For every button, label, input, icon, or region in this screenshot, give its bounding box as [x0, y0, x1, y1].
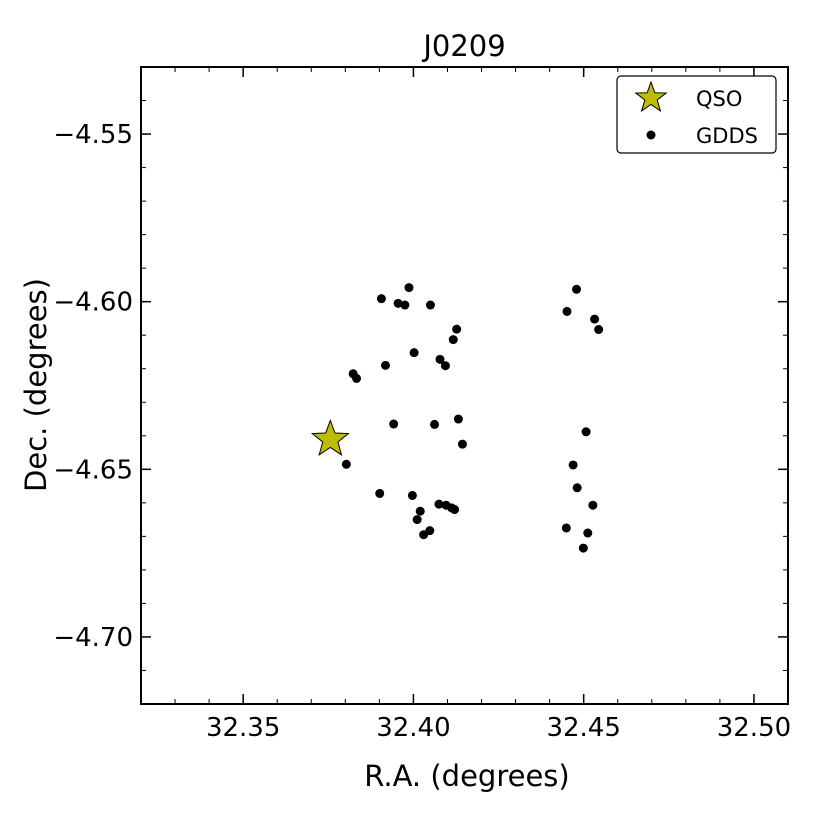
gdds-point: [341, 459, 351, 469]
gdds-point: [450, 505, 460, 515]
gdds-point: [572, 284, 582, 294]
gdds-point: [588, 500, 598, 510]
gdds-point: [381, 360, 390, 370]
gdds-point: [578, 543, 588, 553]
gdds-point: [425, 300, 435, 310]
gdds-point: [400, 300, 410, 310]
x-tick-label: 32.35: [206, 713, 280, 743]
gdds-point: [415, 506, 425, 516]
y-tick-label: −4.70: [53, 623, 133, 653]
gdds-point: [440, 361, 450, 371]
gdds-point: [404, 283, 414, 293]
y-tick-label: −4.55: [53, 120, 133, 150]
qso-star-point: [310, 419, 350, 457]
gdds-point: [457, 439, 467, 449]
gdds-point: [409, 348, 419, 358]
gdds-point: [561, 523, 571, 533]
gdds-point: [434, 499, 444, 509]
gdds-point: [581, 427, 591, 437]
gdds-point: [412, 515, 422, 525]
gdds-point: [594, 325, 604, 335]
gdds-point: [352, 373, 362, 383]
x-tick-label: 32.50: [717, 713, 791, 743]
legend-qso-marker: [634, 80, 668, 113]
gdds-point: [389, 419, 399, 429]
y-tick-label: −4.60: [53, 288, 133, 318]
y-tick-label: −4.65: [53, 455, 133, 485]
gdds-point: [562, 306, 572, 316]
legend-label: GDDS: [696, 124, 758, 148]
plot-frame: [140, 66, 789, 705]
x-tick-label: 32.40: [376, 713, 450, 743]
legend-items: QSO GDDS: [634, 80, 758, 148]
gdds-point: [435, 354, 445, 364]
gdds-point: [375, 488, 385, 498]
legend-gdds-marker: [646, 130, 656, 140]
x-tick-label: 32.45: [546, 713, 620, 743]
gdds-point: [568, 460, 578, 470]
gdds-point: [452, 324, 462, 334]
x-axis-label: R.A. (degrees): [364, 759, 569, 793]
gdds-point: [430, 419, 440, 429]
gdds-point: [572, 483, 582, 493]
legend-label: QSO: [696, 87, 742, 111]
legend: QSO GDDS: [616, 75, 777, 154]
gdds-point: [448, 335, 458, 345]
gdds-point: [583, 528, 593, 538]
gdds-point: [453, 414, 463, 424]
gdds-point: [407, 490, 417, 500]
chart-title: J0209: [421, 29, 505, 63]
points-layer: [310, 283, 604, 553]
gdds-point: [393, 298, 403, 308]
gdds-point: [590, 314, 600, 324]
gdds-point: [425, 526, 435, 536]
y-axis-label: Dec. (degrees): [19, 278, 53, 492]
gdds-point: [376, 294, 386, 304]
ticks-layer: 32.35 32.40 32.45 32.50 −4.55 −4.60 −4.65 −4.70: [53, 66, 791, 743]
